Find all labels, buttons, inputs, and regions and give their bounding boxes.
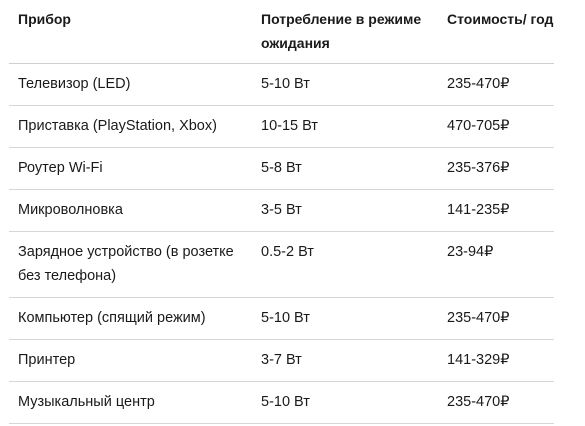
table-row: Роутер Wi-Fi 5-8 Вт 235-376₽ [9, 147, 554, 190]
standby-consumption-table: Прибор Потребление в режиме ожидания Сто… [9, 0, 554, 424]
cell-cost: 23-94₽ [438, 231, 554, 298]
cell-consumption: 5-10 Вт [252, 63, 438, 106]
cell-consumption: 5-8 Вт [252, 147, 438, 190]
header-consumption: Потребление в режиме ожидания [252, 0, 438, 64]
header-cost: Стоимость/ год [438, 0, 554, 64]
cell-device: Принтер [9, 339, 252, 382]
cell-consumption: 5-10 Вт [252, 381, 438, 424]
cell-device: Музыкальный центр [9, 381, 252, 424]
cell-device: Компьютер (спящий режим) [9, 297, 252, 340]
cell-cost: 141-329₽ [438, 339, 554, 382]
table-row: Зарядное устройство (в розетке без телеф… [9, 231, 554, 298]
header-device: Прибор [9, 0, 252, 64]
cell-device: Приставка (PlayStation, Xbox) [9, 105, 252, 148]
table-row: Микроволновка 3-5 Вт 141-235₽ [9, 189, 554, 232]
cell-device: Роутер Wi-Fi [9, 147, 252, 190]
cell-consumption: 3-5 Вт [252, 189, 438, 232]
table-row: Принтер 3-7 Вт 141-329₽ [9, 339, 554, 382]
cell-device: Зарядное устройство (в розетке без телеф… [9, 231, 252, 298]
cell-cost: 235-470₽ [438, 297, 554, 340]
cell-cost: 235-470₽ [438, 381, 554, 424]
cell-cost: 141-235₽ [438, 189, 554, 232]
cell-device: Телевизор (LED) [9, 63, 252, 106]
cell-cost: 470-705₽ [438, 105, 554, 148]
table-row: Компьютер (спящий режим) 5-10 Вт 235-470… [9, 297, 554, 340]
cell-consumption: 5-10 Вт [252, 297, 438, 340]
cell-device: Микроволновка [9, 189, 252, 232]
header-row: Прибор Потребление в режиме ожидания Сто… [9, 0, 554, 64]
cell-consumption: 3-7 Вт [252, 339, 438, 382]
table-row: Музыкальный центр 5-10 Вт 235-470₽ [9, 381, 554, 424]
table-body: Телевизор (LED) 5-10 Вт 235-470₽ Пристав… [9, 63, 554, 424]
standby-consumption-table-container: Прибор Потребление в режиме ожидания Сто… [9, 0, 554, 424]
table-row: Приставка (PlayStation, Xbox) 10-15 Вт 4… [9, 105, 554, 148]
cell-cost: 235-376₽ [438, 147, 554, 190]
cell-consumption: 0.5-2 Вт [252, 231, 438, 298]
table-row: Телевизор (LED) 5-10 Вт 235-470₽ [9, 63, 554, 106]
table-header: Прибор Потребление в режиме ожидания Сто… [9, 0, 554, 64]
cell-cost: 235-470₽ [438, 63, 554, 106]
cell-consumption: 10-15 Вт [252, 105, 438, 148]
